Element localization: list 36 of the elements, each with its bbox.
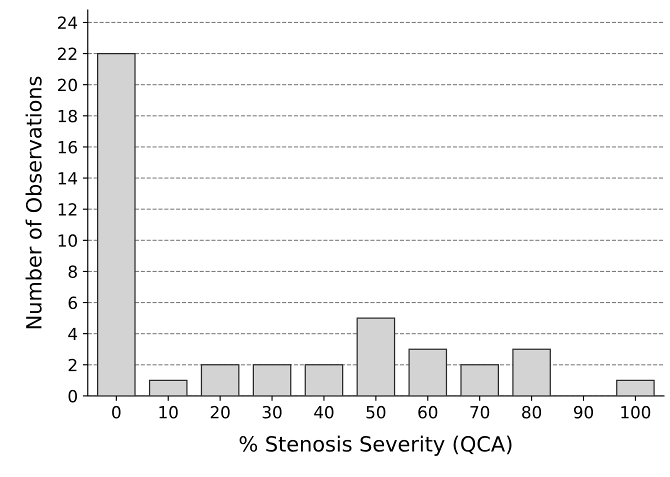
y-tick-label: 24: [58, 16, 78, 29]
bar: [97, 52, 136, 396]
y-tick-label: 2: [68, 358, 76, 372]
x-tick-label: 50: [366, 406, 386, 419]
x-tick-label: 40: [314, 406, 334, 419]
y-tick-label: 20: [58, 78, 77, 92]
x-tick-label: 90: [574, 406, 594, 419]
x-tick-label: 70: [470, 406, 490, 419]
y-tick-label: 18: [58, 110, 77, 122]
x-tick-label: 0: [112, 406, 121, 419]
x-tick-label: 80: [522, 406, 542, 419]
bar: [304, 364, 344, 396]
y-tick-label: 4: [68, 328, 78, 340]
y-tick-label: 8: [68, 265, 77, 278]
y-tick-label: 0: [68, 390, 77, 402]
y-tick-label: 6: [68, 296, 77, 310]
y-tick-label: 12: [58, 203, 76, 216]
y-axis-title: Number of Observations: [26, 76, 42, 328]
bar: [616, 380, 655, 396]
bar: [512, 348, 551, 396]
bar: [460, 364, 499, 396]
bar: [148, 380, 188, 396]
bar: [252, 364, 292, 396]
x-tick-label: 60: [418, 406, 438, 419]
y-tick-label: 10: [58, 234, 77, 247]
bar: [200, 364, 240, 396]
bar: [356, 317, 396, 396]
x-tick-label: 30: [262, 406, 282, 419]
bar: [408, 348, 448, 396]
x-tick-label: 10: [159, 406, 178, 419]
y-tick-label: 14: [58, 172, 78, 184]
y-tick-label: 16: [58, 140, 77, 154]
x-tick-label: 20: [210, 406, 230, 419]
x-tick-label: 100: [621, 406, 650, 419]
y-tick-label: 22: [58, 48, 76, 60]
x-axis-title: % Stenosis Severity (QCA): [240, 436, 512, 456]
